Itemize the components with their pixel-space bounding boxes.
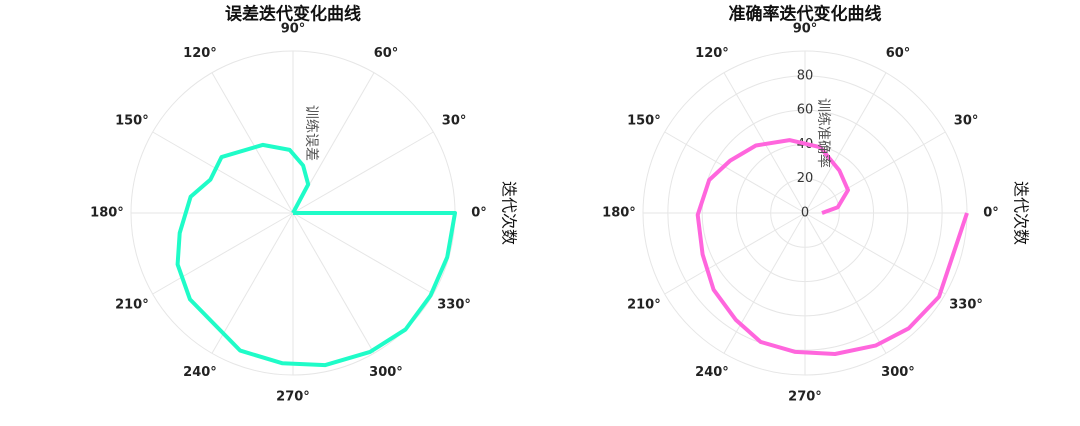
angular-tick-label: 210° <box>627 298 661 313</box>
angular-tick-label: 0° <box>471 206 487 221</box>
radial-grid-circle <box>667 75 943 351</box>
angular-tick-label: 120° <box>183 46 217 61</box>
radial-tick-label: 80 <box>797 68 814 83</box>
angular-tick-label: 300° <box>881 365 915 380</box>
angular-tick-label: 30° <box>954 114 979 129</box>
angular-tick-label: 120° <box>695 46 729 61</box>
angular-tick-label: 0° <box>983 206 999 221</box>
angular-grid-line <box>292 212 375 354</box>
angular-tick-label: 270° <box>276 390 310 405</box>
chart-title: 准确率迭代变化曲线 <box>729 4 882 25</box>
angular-tick-label: 180° <box>602 206 636 221</box>
angular-axis-label: 迭代次数 <box>1012 181 1031 245</box>
angular-grid-line <box>804 212 887 354</box>
angular-tick-label: 240° <box>695 365 729 380</box>
angular-grid-line <box>292 131 434 214</box>
angular-axis-label: 迭代次数 <box>500 181 519 245</box>
angular-grid-line <box>723 212 806 354</box>
angular-grid-line <box>804 212 946 295</box>
angular-tick-label: 240° <box>183 365 217 380</box>
angular-tick-label: 180° <box>90 206 124 221</box>
angular-tick-label: 270° <box>788 390 822 405</box>
angular-tick-label: 60° <box>374 46 399 61</box>
angular-grid-line <box>804 131 946 214</box>
angular-tick-label: 90° <box>281 22 306 37</box>
angular-grid-line <box>292 212 434 295</box>
data-line <box>695 138 969 356</box>
angular-tick-label: 330° <box>949 298 983 313</box>
chart-title: 误差迭代变化曲线 <box>225 4 361 25</box>
angular-grid-line <box>211 212 294 354</box>
angular-tick-label: 30° <box>442 114 467 129</box>
radial-tick-label: 20 <box>797 171 814 186</box>
radial-grid-circle <box>770 178 840 248</box>
radial-grid-circle <box>701 109 909 317</box>
angular-grid-line <box>152 131 294 214</box>
radial-tick-label: 60 <box>797 103 814 118</box>
angular-grid-line <box>664 212 806 295</box>
data-line <box>175 142 457 368</box>
angular-tick-label: 150° <box>627 114 661 129</box>
angular-tick-label: 330° <box>437 298 471 313</box>
angular-tick-label: 90° <box>793 22 818 37</box>
angular-grid-line <box>152 212 294 295</box>
angular-grid-line <box>664 131 806 214</box>
radial-tick-label: 0 <box>801 206 809 221</box>
angular-tick-label: 300° <box>369 365 403 380</box>
radial-axis-label: 训练准确率 <box>815 98 832 168</box>
angular-tick-label: 210° <box>115 298 149 313</box>
radial-axis-label: 训练误差 <box>303 105 319 161</box>
angular-grid-line <box>804 72 887 214</box>
angular-grid-line <box>211 72 294 214</box>
angular-tick-label: 60° <box>886 46 911 61</box>
angular-tick-label: 150° <box>115 114 149 129</box>
